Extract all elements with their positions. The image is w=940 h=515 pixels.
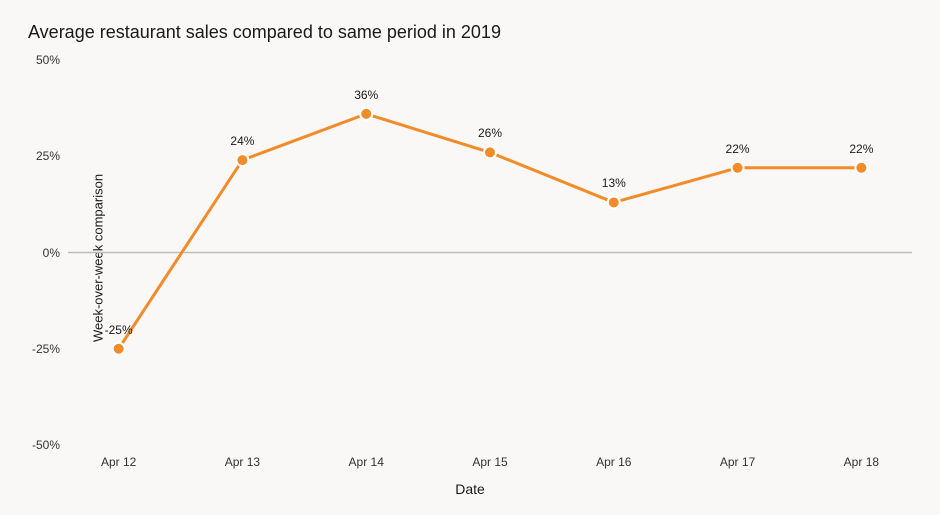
x-tick-label: Apr 15 bbox=[472, 455, 507, 469]
data-point-label: 24% bbox=[230, 134, 254, 148]
x-tick-label: Apr 16 bbox=[596, 455, 631, 469]
data-point-label: 36% bbox=[354, 88, 378, 102]
x-tick-label: Apr 13 bbox=[225, 455, 260, 469]
y-tick-label: 25% bbox=[24, 149, 60, 163]
chart-container: Average restaurant sales compared to sam… bbox=[0, 0, 940, 515]
x-tick-label: Apr 12 bbox=[101, 455, 136, 469]
y-tick-label: 50% bbox=[24, 53, 60, 67]
data-point-label: 22% bbox=[726, 142, 750, 156]
x-axis-label: Date bbox=[455, 481, 485, 497]
data-point-label: -25% bbox=[105, 323, 133, 337]
data-point-label: 26% bbox=[478, 126, 502, 140]
x-tick-label: Apr 14 bbox=[349, 455, 384, 469]
chart-title: Average restaurant sales compared to sam… bbox=[28, 22, 912, 43]
y-tick-label: -50% bbox=[24, 438, 60, 452]
data-point-label: 13% bbox=[602, 176, 626, 190]
y-tick-label: -25% bbox=[24, 342, 60, 356]
plot-svg bbox=[68, 60, 912, 445]
data-point-label: 22% bbox=[849, 142, 873, 156]
plot-area bbox=[68, 60, 912, 445]
y-tick-label: 0% bbox=[24, 246, 60, 260]
x-tick-label: Apr 17 bbox=[720, 455, 755, 469]
x-tick-label: Apr 18 bbox=[844, 455, 879, 469]
